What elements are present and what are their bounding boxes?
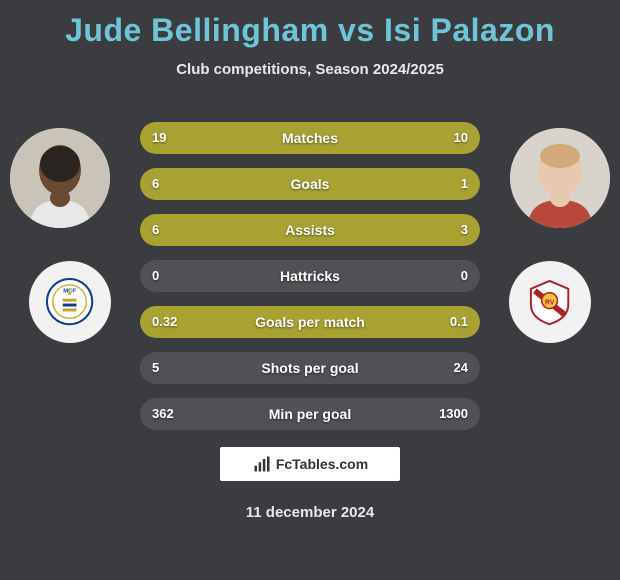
page-title: Jude Bellingham vs Isi Palazon — [0, 0, 620, 49]
date-text: 11 december 2024 — [0, 504, 620, 521]
stat-row: 61Goals — [140, 168, 480, 200]
brand-text: FcTables.com — [276, 456, 368, 472]
person-icon — [10, 128, 110, 228]
stat-row: 524Shots per goal — [140, 352, 480, 384]
brand-badge: FcTables.com — [220, 447, 400, 481]
person-icon — [510, 128, 610, 228]
stat-row: 00Hattricks — [140, 260, 480, 292]
stat-label: Assists — [140, 214, 480, 246]
stat-label: Matches — [140, 122, 480, 154]
club-crest-icon: MCF — [45, 277, 94, 326]
player-left-avatar — [10, 128, 110, 228]
stat-row: 63Assists — [140, 214, 480, 246]
comparison-bars: 1910Matches 61Goals 63Assists 00Hattricks 0.… — [140, 122, 480, 444]
stat-label: Min per goal — [140, 398, 480, 430]
stat-row: 1910Matches — [140, 122, 480, 154]
club-crest-icon: RV — [525, 277, 574, 326]
stat-label: Goals — [140, 168, 480, 200]
stat-label: Shots per goal — [140, 352, 480, 384]
page-subtitle: Club competitions, Season 2024/2025 — [0, 61, 620, 78]
player-right-avatar — [510, 128, 610, 228]
stat-row: 3621300Min per goal — [140, 398, 480, 430]
chart-icon — [252, 454, 272, 474]
club-right-badge: RV — [509, 261, 591, 343]
svg-text:RV: RV — [545, 300, 555, 307]
stat-label: Hattricks — [140, 260, 480, 292]
stat-label: Goals per match — [140, 306, 480, 338]
club-left-badge: MCF — [29, 261, 111, 343]
stat-row: 0.320.1Goals per match — [140, 306, 480, 338]
